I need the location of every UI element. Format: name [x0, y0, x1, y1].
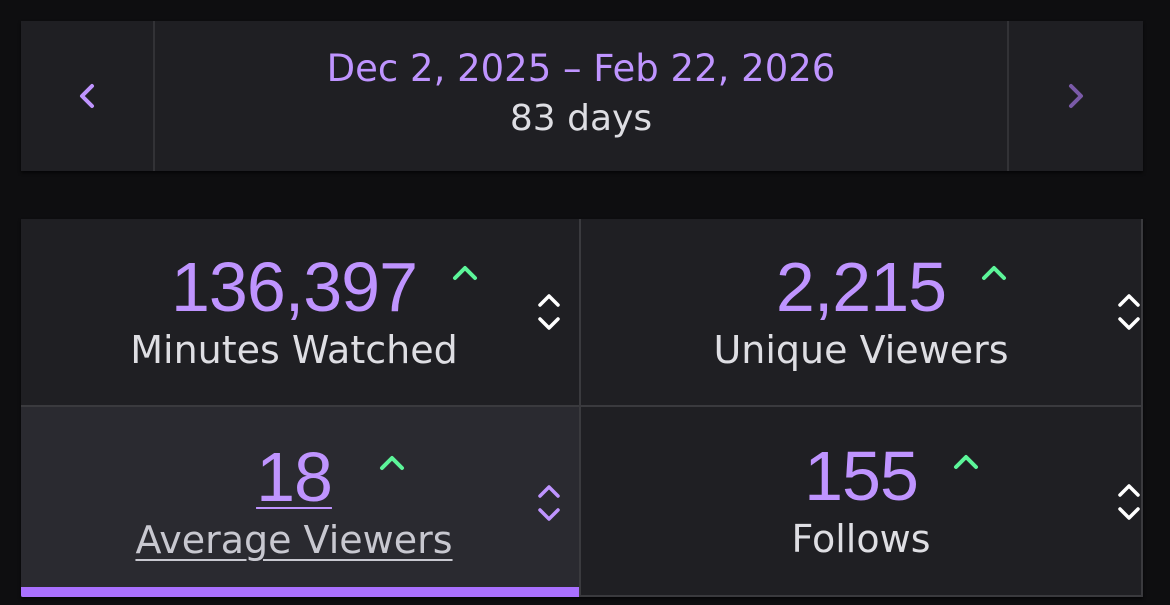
stats-grid: 136,397 Minutes Watched 2,215 Unique Vie…	[21, 219, 1143, 597]
stat-tile-follows[interactable]: 155 Follows	[581, 407, 1141, 595]
sort-toggle-icon[interactable]	[1116, 482, 1142, 522]
stat-label: Minutes Watched	[130, 328, 458, 372]
selected-indicator	[21, 587, 579, 597]
sort-toggle-icon[interactable]	[1116, 292, 1142, 332]
stat-value: 2,215	[775, 248, 947, 326]
stat-label: Unique Viewers	[713, 328, 1009, 372]
date-range-selector: Dec 2, 2025 – Feb 22, 2026 83 days	[21, 21, 1143, 171]
date-range-display[interactable]: Dec 2, 2025 – Feb 22, 2026 83 days	[153, 21, 1009, 171]
next-range-button[interactable]	[1009, 21, 1143, 171]
stat-value: 18	[256, 438, 333, 516]
stat-tile-minutes-watched[interactable]: 136,397 Minutes Watched	[21, 219, 579, 405]
trend-up-icon	[379, 456, 404, 470]
chevron-right-icon	[1069, 84, 1083, 108]
days-count-label: 83 days	[509, 98, 653, 139]
stat-label: Average Viewers	[135, 518, 453, 562]
stat-tile-unique-viewers[interactable]: 2,215 Unique Viewers	[581, 219, 1141, 405]
stat-value: 155	[804, 437, 919, 515]
trend-up-icon	[953, 455, 978, 469]
chevron-left-icon	[80, 84, 94, 108]
trend-up-icon	[453, 266, 478, 280]
date-range-label: Dec 2, 2025 – Feb 22, 2026	[326, 47, 836, 90]
sort-toggle-icon[interactable]	[536, 483, 562, 523]
stat-tile-average-viewers[interactable]: 18 Average Viewers	[21, 407, 579, 597]
previous-range-button[interactable]	[21, 21, 153, 171]
stat-value: 136,397	[170, 248, 418, 326]
sort-toggle-icon[interactable]	[536, 292, 562, 332]
trend-up-icon	[982, 266, 1007, 280]
stat-label: Follows	[791, 517, 931, 561]
